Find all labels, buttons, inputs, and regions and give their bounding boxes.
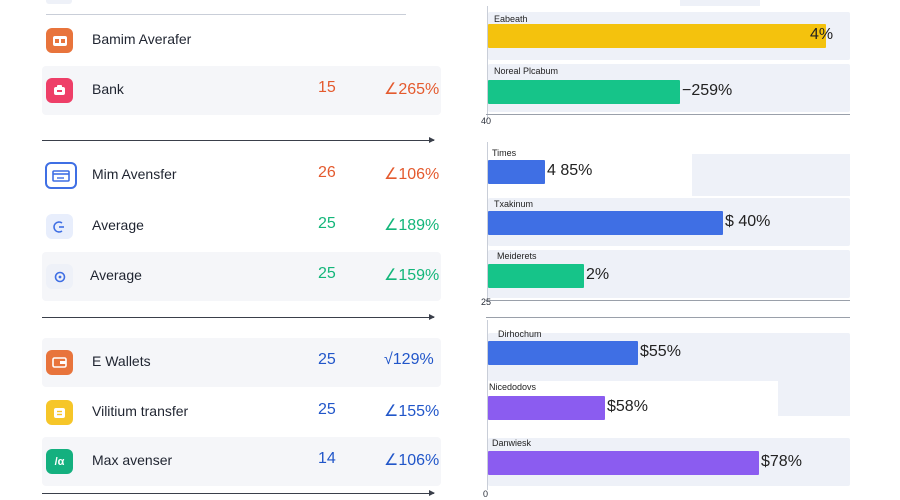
row-percent: ∠159% <box>384 267 440 284</box>
bar-category-label: Dirhochum <box>498 329 542 339</box>
list-row-average-2[interactable]: Average 25 ∠159% <box>42 252 441 301</box>
row-count: 25 <box>318 215 336 232</box>
bar-noreal-plcabum[interactable] <box>488 80 680 104</box>
x-axis <box>486 300 850 301</box>
row-percent: ∠106% <box>384 452 440 469</box>
bar-category-label: Noreal Plcabum <box>494 66 559 76</box>
row-label: Bamim Averafer <box>92 31 192 47</box>
row-count: 25 <box>318 351 336 368</box>
track-stub <box>778 378 850 416</box>
bar-nicedodovs[interactable] <box>488 396 605 420</box>
axis-label: 40 <box>481 116 492 126</box>
card-icon <box>45 162 77 189</box>
section-divider <box>42 314 435 320</box>
bar-value-label: $ 40% <box>725 213 771 230</box>
row-label: Mim Avensfer <box>92 166 177 182</box>
bar-dirhochum[interactable] <box>488 341 638 365</box>
bar-value-label: $55% <box>640 343 681 360</box>
list-row-bank[interactable]: Bank 15 ∠265% <box>42 66 441 115</box>
y-axis <box>487 6 488 120</box>
row-count: 14 <box>318 450 336 467</box>
row-label: Average <box>90 267 142 283</box>
bank-icon <box>46 78 73 103</box>
top-stub <box>46 0 72 4</box>
bar-value-label: −259% <box>682 82 733 99</box>
section-divider <box>42 490 435 496</box>
bank-transfer-icon <box>46 28 73 53</box>
row-label: Max avenser <box>92 452 173 468</box>
bar-txakinum[interactable] <box>488 211 723 235</box>
y-axis <box>487 320 488 490</box>
row-label: Bank <box>92 81 124 97</box>
list-row-max-avenser[interactable]: /α Max avenser 14 ∠106% <box>42 437 441 486</box>
row-label: E Wallets <box>92 353 151 369</box>
bar-value-label: $58% <box>607 398 648 415</box>
track-stub <box>680 0 760 6</box>
x-axis <box>486 114 850 115</box>
row-count: 25 <box>318 265 336 282</box>
x-axis <box>486 317 850 318</box>
bar-category-label: Txakinum <box>494 199 534 209</box>
row-label: Average <box>92 217 144 233</box>
row-count: 26 <box>318 164 336 181</box>
bar-meiderets[interactable] <box>488 264 584 288</box>
row-percent: ∠106% <box>384 166 440 183</box>
wallet-icon <box>46 350 73 375</box>
row-percent: ∠189% <box>384 217 440 234</box>
row-percent: √129% <box>384 351 434 368</box>
row-label: Vilitium transfer <box>92 403 189 419</box>
divider <box>46 14 406 15</box>
list-row-e-wallets[interactable]: E Wallets 25 √129% <box>42 338 441 387</box>
bar-value-label: 2% <box>586 266 610 283</box>
row-count: 25 <box>318 401 336 418</box>
bar-chart: 40 25 0 Eabeath Noreal Plcabum Times Txa… <box>470 0 900 500</box>
axis-label: 0 <box>483 489 489 499</box>
list-row-bamim-averafer[interactable]: Bamim Averafer <box>42 16 441 65</box>
bar-category-label: Times <box>492 148 517 158</box>
transfer-icon <box>46 400 73 425</box>
axis-label: 25 <box>481 297 492 307</box>
row-count: 15 <box>318 79 336 96</box>
payment-methods-list: Bamim Averafer Bank 15 ∠265% Mim Avensfe… <box>42 0 441 496</box>
bar-category-label: Meiderets <box>497 251 537 261</box>
row-percent: ∠155% <box>384 403 440 420</box>
row-percent: ∠265% <box>384 81 440 98</box>
average-circle-icon <box>46 264 73 289</box>
list-row-average[interactable]: Average 25 ∠189% <box>42 202 441 251</box>
bar-value-label: 4% <box>810 26 834 43</box>
bar-danwiesk[interactable] <box>488 451 759 475</box>
list-row-mim-avensfer[interactable]: Mim Avensfer 26 ∠106% <box>42 151 441 200</box>
y-axis <box>487 142 488 300</box>
bar-category-label: Nicedodovs <box>489 382 537 392</box>
bar-category-label: Danwiesk <box>492 438 532 448</box>
list-row-vilitium-transfer[interactable]: Vilitium transfer 25 ∠155% <box>42 388 441 437</box>
track-stub <box>692 154 850 196</box>
max-icon: /α <box>46 449 73 474</box>
bar-category-label: Eabeath <box>494 14 528 24</box>
section-divider <box>42 137 435 143</box>
bar-value-label: 4 85% <box>547 162 593 179</box>
bar-eabeath[interactable] <box>488 24 826 48</box>
bar-times[interactable] <box>488 160 545 184</box>
bar-value-label: $78% <box>761 453 802 470</box>
average-icon <box>46 214 73 239</box>
